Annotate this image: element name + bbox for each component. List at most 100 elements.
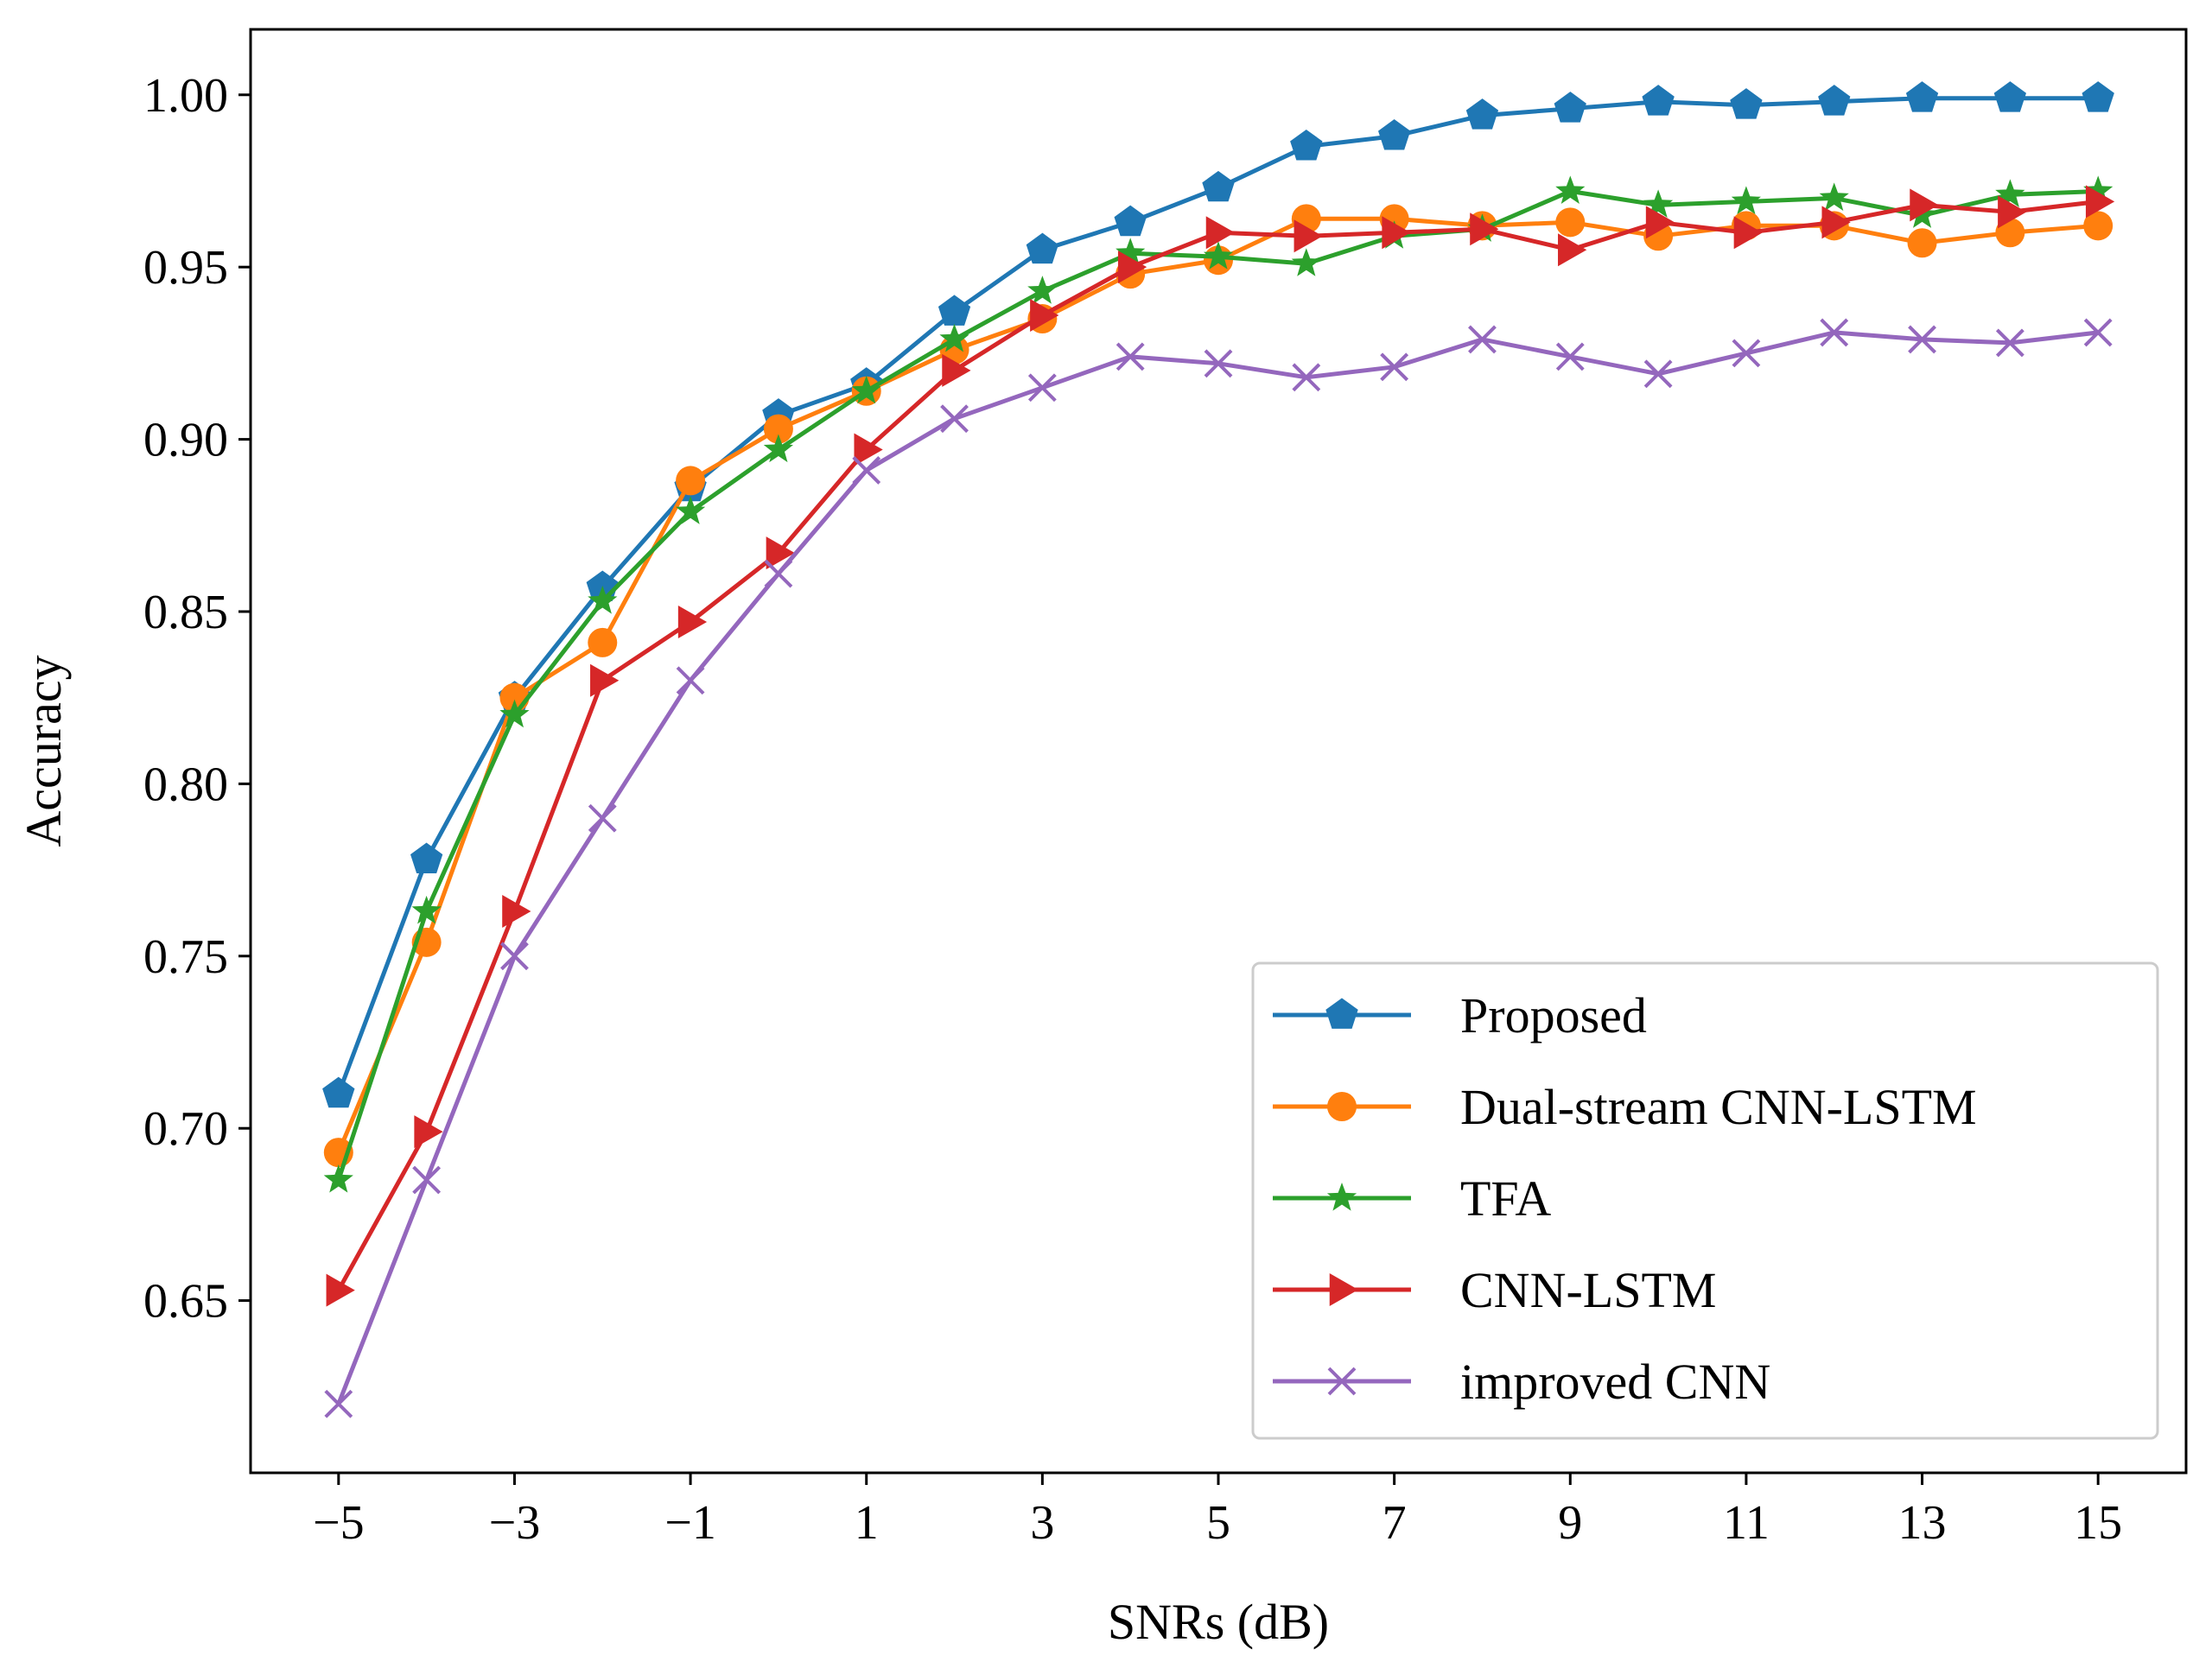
- x-tick-label: 9: [1558, 1496, 1582, 1550]
- data-point: [676, 666, 705, 695]
- y-tick-label: 0.85: [143, 586, 228, 639]
- data-point: [854, 433, 883, 466]
- data-point: [938, 295, 971, 326]
- y-tick-label: 0.65: [143, 1275, 228, 1329]
- data-point: [499, 699, 530, 728]
- data-point: [1642, 85, 1675, 116]
- data-point: [324, 1389, 353, 1418]
- x-axis-label: SNRs (dB): [1108, 1594, 1329, 1650]
- data-point: [1555, 342, 1585, 371]
- y-tick-label: 0.95: [143, 241, 228, 295]
- legend-marker: [1329, 1273, 1358, 1306]
- data-point: [1203, 241, 1234, 270]
- data-point: [1558, 233, 1587, 267]
- data-point: [1380, 352, 1409, 382]
- y-tick-label: 1.00: [143, 69, 228, 123]
- data-point: [1910, 188, 1939, 222]
- legend-marker: [1327, 1092, 1357, 1121]
- legend-label: Dual-stream CNN-LSTM: [1460, 1079, 1977, 1135]
- x-tick-label: 13: [1898, 1496, 1947, 1550]
- y-axis: 0.65 0.70 0.75 0.80 0.85 0.90 0.95 1.00: [143, 69, 251, 1329]
- data-point: [588, 586, 618, 614]
- data-point: [942, 353, 971, 387]
- data-point: [852, 456, 881, 485]
- y-tick-label: 0.70: [143, 1102, 228, 1156]
- x-tick-label: −3: [489, 1496, 541, 1550]
- legend-label: CNN-LSTM: [1460, 1262, 1716, 1318]
- data-point: [411, 895, 442, 924]
- x-tick-label: 5: [1206, 1496, 1230, 1550]
- data-point: [1291, 248, 1321, 276]
- data-point: [1378, 118, 1411, 150]
- data-point: [1114, 205, 1147, 237]
- legend-marker: [1327, 1367, 1357, 1396]
- data-point: [1290, 129, 1323, 161]
- data-point: [588, 627, 618, 657]
- data-point: [326, 1273, 355, 1307]
- legend-marker: [1325, 998, 1358, 1029]
- y-tick-label: 0.90: [143, 414, 228, 467]
- data-point: [1382, 216, 1411, 250]
- data-point: [1205, 216, 1235, 250]
- data-point: [1554, 92, 1586, 123]
- data-point: [500, 942, 529, 971]
- data-point: [410, 842, 443, 873]
- legend-entry: Dual-stream CNN-LSTM: [1273, 1079, 1977, 1135]
- data-point: [1819, 182, 1849, 211]
- data-point: [1821, 206, 1851, 239]
- data-point: [1468, 325, 1497, 354]
- data-point: [1995, 179, 2025, 207]
- x-tick-label: 1: [855, 1496, 879, 1550]
- data-point: [1908, 325, 1936, 354]
- data-point: [1116, 342, 1145, 371]
- data-point: [1733, 216, 1763, 250]
- data-point: [2083, 175, 2113, 204]
- data-point: [1026, 232, 1058, 264]
- data-point: [1645, 206, 1675, 239]
- data-point: [323, 1164, 353, 1193]
- data-point: [1292, 363, 1321, 392]
- data-point: [1555, 207, 1586, 238]
- data-point: [763, 434, 793, 463]
- legend-label: Proposed: [1460, 987, 1647, 1044]
- data-point: [1027, 373, 1057, 403]
- x-tick-label: −1: [664, 1496, 716, 1550]
- series-4: [326, 185, 2115, 1307]
- data-point: [1117, 251, 1147, 284]
- data-point: [2082, 81, 2114, 112]
- data-point: [1294, 219, 1323, 253]
- data-point: [1204, 349, 1233, 378]
- data-point: [1731, 186, 1761, 214]
- data-point: [1116, 238, 1146, 266]
- data-point: [1030, 299, 1059, 333]
- data-point: [2083, 211, 2113, 241]
- legend-entry: CNN-LSTM: [1273, 1262, 1716, 1318]
- legend-box: [1251, 961, 2159, 1440]
- y-axis-label: Accuracy: [16, 655, 72, 847]
- data-point: [1643, 359, 1673, 389]
- data-point: [1995, 328, 2024, 358]
- y-tick-label: 0.75: [143, 930, 228, 984]
- legend-entry: TFA: [1273, 1170, 1551, 1227]
- data-point: [1202, 170, 1235, 202]
- x-tick-label: −5: [313, 1496, 365, 1550]
- data-point: [1027, 276, 1058, 304]
- x-axis: −5 −3 −1 1 3 5 7 9 11 13 15: [313, 1473, 2122, 1550]
- data-point: [851, 375, 881, 404]
- data-point: [766, 536, 795, 570]
- y-tick-label: 0.80: [143, 758, 228, 811]
- data-point: [414, 1115, 443, 1149]
- data-point: [1470, 213, 1499, 246]
- legend-entry: Proposed: [1273, 987, 1647, 1044]
- data-point: [940, 404, 969, 434]
- data-point: [590, 663, 620, 697]
- data-point: [588, 803, 617, 833]
- data-point: [1465, 98, 1499, 130]
- data-point: [676, 466, 706, 496]
- legend-label: improved CNN: [1460, 1354, 1770, 1410]
- data-point: [2085, 185, 2115, 219]
- data-point: [1730, 88, 1763, 119]
- data-point: [1993, 81, 2026, 112]
- x-tick-label: 15: [2074, 1496, 2122, 1550]
- x-tick-label: 3: [1030, 1496, 1054, 1550]
